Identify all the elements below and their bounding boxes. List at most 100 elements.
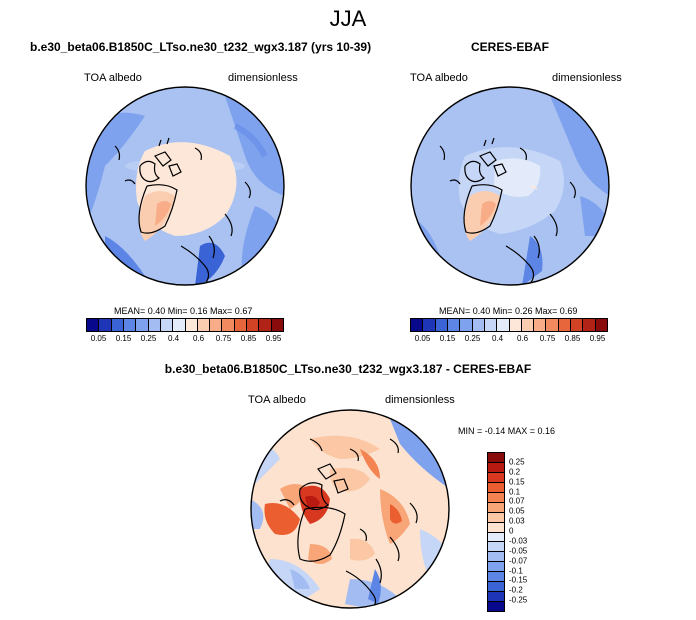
colorbar-tick-label: 0.95	[589, 334, 606, 343]
colorbar-swatch	[111, 319, 124, 331]
panel1-stats: MEAN= 0.40 Min= 0.16 Max= 0.67	[114, 306, 253, 316]
colorbar-swatch	[488, 482, 504, 493]
panel3-colorbar-ticks: 0.25 0.2 0.15 0.1 0.07 0.05 0.03 0 -0.03 -0.05 -0.…	[509, 452, 549, 610]
panel3-stats: MIN = -0.14 MAX = 0.16	[458, 426, 556, 436]
colorbar-swatch	[488, 522, 504, 533]
colorbar-tick-label: 0.75	[539, 334, 556, 343]
colorbar-swatch	[488, 492, 504, 503]
colorbar-swatch	[595, 319, 607, 331]
colorbar-swatch	[185, 319, 198, 331]
colorbar-swatch	[583, 319, 596, 331]
colorbar-swatch	[546, 319, 559, 331]
colorbar-tick-label: 0.95	[265, 334, 282, 343]
colorbar-swatch	[136, 319, 149, 331]
colorbar-tick-label: -0.15	[509, 575, 528, 585]
colorbar-tick-label: 0.1	[509, 487, 521, 496]
colorbar-tick-label: 0.6	[192, 334, 205, 343]
colorbar-swatch	[197, 319, 211, 331]
colorbar-swatch	[423, 319, 436, 331]
colorbar-tick-label: -0.07	[509, 556, 528, 566]
colorbar-swatch	[488, 532, 504, 543]
colorbar-swatch	[488, 602, 504, 611]
panel1-colorbar	[86, 318, 284, 332]
colorbar-tick-label: 0.05	[509, 506, 525, 516]
panel1-colorbar-bar	[86, 318, 284, 332]
panel1-colorbar-ticks: 0.05 0.15 0.25 0.4 0.6 0.75 0.85 0.95	[86, 334, 286, 344]
colorbar-tick-label: 0.15	[509, 477, 525, 487]
colorbar-tick-label: -0.1	[509, 566, 523, 575]
colorbar-swatch	[247, 319, 260, 331]
colorbar-swatch	[447, 319, 461, 331]
colorbar-swatch	[488, 572, 504, 583]
colorbar-tick-label: 0.85	[564, 334, 581, 343]
colorbar-swatch	[472, 319, 485, 331]
colorbar-swatch	[488, 562, 504, 573]
colorbar-tick-label: 0.07	[509, 496, 525, 506]
page-title: JJA	[329, 6, 367, 31]
colorbar-swatch	[488, 512, 504, 523]
colorbar-swatch	[571, 319, 584, 331]
panel1-title: b.e30_beta06.B1850C_LTso.ne30_t232_wgx3.…	[30, 40, 372, 54]
colorbar-swatch	[488, 462, 504, 473]
panel2-colorbar-bar	[410, 318, 608, 332]
panel1-variable-label: TOA albedo	[84, 72, 142, 84]
colorbar-swatch	[210, 319, 223, 331]
colorbar-swatch	[488, 542, 504, 553]
colorbar-swatch	[488, 552, 504, 563]
colorbar-swatch	[484, 319, 498, 331]
colorbar-swatch	[87, 319, 100, 331]
colorbar-swatch	[488, 453, 504, 463]
colorbar-swatch	[534, 319, 547, 331]
colorbar-tick-label: 0.15	[115, 334, 132, 343]
colorbar-swatch	[488, 582, 504, 593]
colorbar-tick-label: -0.03	[509, 536, 528, 546]
colorbar-tick-label: 0.25	[509, 457, 525, 467]
panel2-variable-label: TOA albedo	[410, 72, 468, 84]
colorbar-tick-label: -0.2	[509, 585, 523, 595]
colorbar-swatch	[271, 319, 283, 331]
colorbar-tick-label: 0.85	[240, 334, 257, 343]
panel1-polar-map	[85, 86, 285, 286]
colorbar-swatch	[259, 319, 272, 331]
colorbar-swatch	[435, 319, 448, 331]
colorbar-swatch	[509, 319, 522, 331]
panel2-stats: MEAN= 0.40 Min= 0.26 Max= 0.69	[439, 306, 578, 316]
colorbar-swatch	[497, 319, 510, 331]
colorbar-tick-label: 0.2	[509, 467, 521, 477]
colorbar-swatch	[411, 319, 424, 331]
colorbar-swatch	[460, 319, 473, 331]
colorbar-tick-label: 0.6	[516, 334, 529, 343]
colorbar-tick-label: -0.25	[509, 595, 528, 605]
colorbar-swatch	[173, 319, 186, 331]
colorbar-swatch	[123, 319, 137, 331]
colorbar-tick-label: 0.05	[414, 334, 431, 343]
panel2-colorbar-ticks: 0.05 0.15 0.25 0.4 0.6 0.75 0.85 0.95	[410, 334, 610, 344]
colorbar-tick-label: 0.05	[90, 334, 107, 343]
colorbar-swatch	[521, 319, 535, 331]
panel1-units-label: dimensionless	[228, 72, 298, 84]
panel3-title: b.e30_beta06.B1850C_LTso.ne30_t232_wgx3.…	[164, 362, 532, 376]
colorbar-tick-label: 0.03	[509, 516, 525, 526]
colorbar-tick-label: 0.4	[491, 334, 504, 343]
colorbar-swatch	[234, 319, 248, 331]
colorbar-swatch	[488, 472, 504, 483]
panel3-colorbar-bar	[487, 452, 505, 612]
colorbar-tick-label: 0.75	[215, 334, 232, 343]
colorbar-tick-label: 0.25	[464, 334, 481, 343]
colorbar-swatch	[488, 502, 504, 513]
colorbar-swatch	[148, 319, 161, 331]
colorbar-swatch	[222, 319, 235, 331]
panel3-units-label: dimensionless	[385, 394, 455, 406]
colorbar-tick-label: 0.4	[167, 334, 180, 343]
panel2-title: CERES-EBAF	[471, 40, 550, 54]
colorbar-swatch	[160, 319, 174, 331]
colorbar-tick-label: -0.05	[509, 546, 528, 556]
colorbar-tick-label: 0	[509, 526, 514, 536]
colorbar-tick-label: 0.25	[140, 334, 157, 343]
colorbar-swatch	[558, 319, 572, 331]
panel3-polar-map	[250, 409, 450, 609]
colorbar-swatch	[488, 592, 504, 603]
panel2-polar-map	[410, 86, 610, 286]
panel3-variable-label: TOA albedo	[248, 394, 306, 406]
colorbar-swatch	[99, 319, 112, 331]
